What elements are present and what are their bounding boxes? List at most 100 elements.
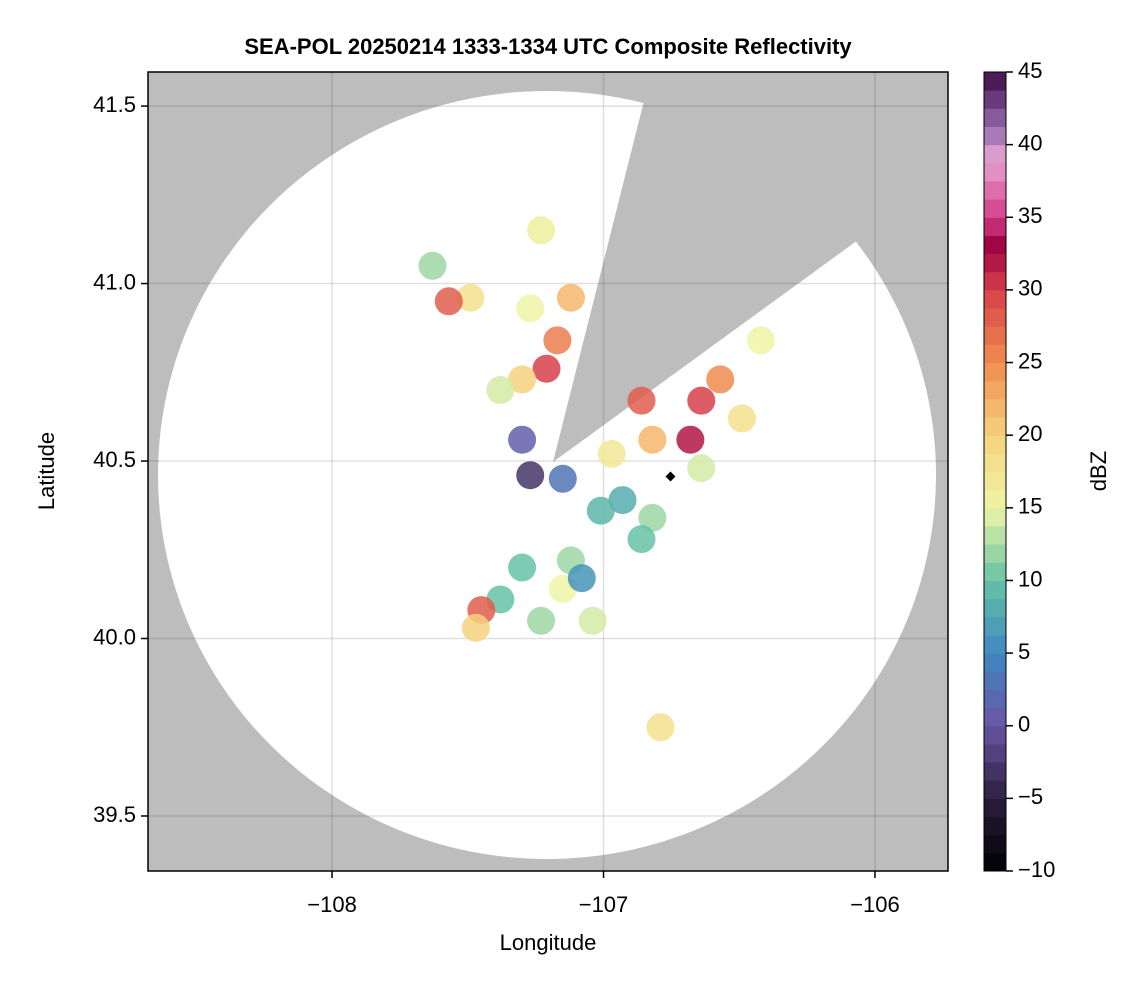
echo-cell [456, 283, 485, 312]
x-tick-label: −108 [307, 892, 357, 917]
colorbar-band [984, 126, 1006, 146]
colorbar-band [984, 235, 1006, 255]
echo-cell [676, 425, 705, 454]
colorbar-tick-label: 0 [1018, 712, 1030, 737]
colorbar-band [984, 525, 1006, 545]
colorbar-frame [983, 71, 1007, 872]
colorbar-band [984, 816, 1006, 836]
colorbar-band [984, 671, 1006, 690]
colorbar-band [984, 489, 1006, 509]
colorbar-tick-label: −10 [1018, 857, 1055, 882]
echo-cell [687, 454, 716, 483]
y-tick-label: 40.0 [93, 624, 136, 649]
colorbar-band [984, 507, 1006, 527]
colorbar-band [984, 326, 1006, 345]
echo-cell [627, 386, 656, 415]
colorbar-tick-label: 5 [1018, 639, 1030, 664]
colorbar-tick-label: −5 [1018, 784, 1043, 809]
echo-cell [597, 439, 626, 468]
colorbar-band [984, 199, 1006, 218]
x-tick-label: −106 [850, 892, 900, 917]
plot-frame [147, 71, 949, 872]
colorbar-band [984, 398, 1006, 418]
colorbar-band [984, 834, 1006, 854]
echo-cell [527, 606, 556, 635]
colorbar-band [984, 271, 1006, 291]
echo-cell [706, 365, 735, 394]
colorbar-band [984, 725, 1006, 745]
colorbar-tick-label: 15 [1018, 494, 1042, 519]
colorbar-tick-label: 30 [1018, 276, 1042, 301]
echo-cell [548, 464, 577, 493]
colorbar-band [984, 471, 1006, 491]
echo-cell [508, 365, 537, 394]
colorbar-band [984, 634, 1006, 654]
colorbar-band [984, 72, 1006, 91]
colorbar-band [984, 289, 1006, 309]
echo-cell [516, 461, 545, 490]
echo-cell [608, 486, 637, 515]
colorbar-band [984, 852, 1006, 872]
x-tick-label: −107 [579, 892, 629, 917]
radar-site [665, 471, 676, 482]
colorbar-band [984, 743, 1006, 763]
colorbar-band [984, 217, 1006, 236]
echo-cell [578, 606, 607, 635]
echo-cell [508, 425, 537, 454]
echo-cell [638, 503, 667, 532]
echo-cell [516, 294, 545, 323]
echo-cell [461, 613, 490, 642]
colorbar-band [984, 707, 1006, 727]
colorbar-band [984, 162, 1006, 182]
colorbar-band [984, 580, 1006, 600]
colorbar-band [984, 253, 1006, 273]
echo-cell [646, 713, 675, 742]
colorbar-tick-label: 25 [1018, 348, 1042, 373]
colorbar-band [984, 308, 1006, 327]
y-tick-label: 41.0 [93, 269, 136, 294]
echo-cell [418, 251, 447, 280]
colorbar-band [984, 544, 1006, 563]
echo-cell [532, 354, 561, 383]
colorbar-tick-label: 10 [1018, 566, 1042, 591]
blocked-sector [553, 72, 948, 462]
y-tick-label: 41.5 [93, 92, 136, 117]
chart-title: SEA-POL 20250214 1333-1334 UTC Composite… [244, 34, 852, 59]
colorbar-tick-label: 45 [1018, 58, 1042, 83]
colorbar-band [984, 144, 1006, 164]
colorbar-tick-label: 20 [1018, 421, 1042, 446]
colorbar-band [984, 435, 1006, 454]
colorbar-band [984, 90, 1006, 109]
colorbar-band [984, 762, 1006, 781]
colorbar-band [984, 380, 1006, 400]
colorbar-band [984, 616, 1006, 636]
echo-cell [486, 376, 515, 405]
colorbar-band [984, 362, 1006, 382]
colorbar-band [984, 108, 1006, 127]
echo-cell [527, 216, 556, 245]
echo-cell [627, 525, 656, 554]
echo-cell [508, 553, 537, 582]
colorbar-band [984, 653, 1006, 672]
echo-cell [638, 425, 667, 454]
echo-cell [746, 326, 775, 355]
echo-cell [434, 287, 463, 316]
colorbar-tick-label: 35 [1018, 203, 1042, 228]
colorbar-band [984, 798, 1006, 818]
echo-cell [567, 564, 596, 593]
colorbar-band [984, 344, 1006, 364]
colorbar-band [984, 417, 1006, 436]
echo-cell [543, 326, 572, 355]
colorbar-band [984, 180, 1006, 200]
echo-cell [556, 283, 585, 312]
colorbar-band [984, 598, 1006, 618]
colorbar-band [984, 453, 1006, 472]
echo-cell [727, 404, 756, 433]
y-tick-label: 39.5 [93, 802, 136, 827]
y-axis-label: Latitude [34, 432, 59, 510]
colorbar-label: dBZ [1086, 451, 1111, 491]
colorbar-band [984, 562, 1006, 581]
colorbar-band [984, 689, 1006, 709]
colorbar-band [984, 780, 1006, 799]
